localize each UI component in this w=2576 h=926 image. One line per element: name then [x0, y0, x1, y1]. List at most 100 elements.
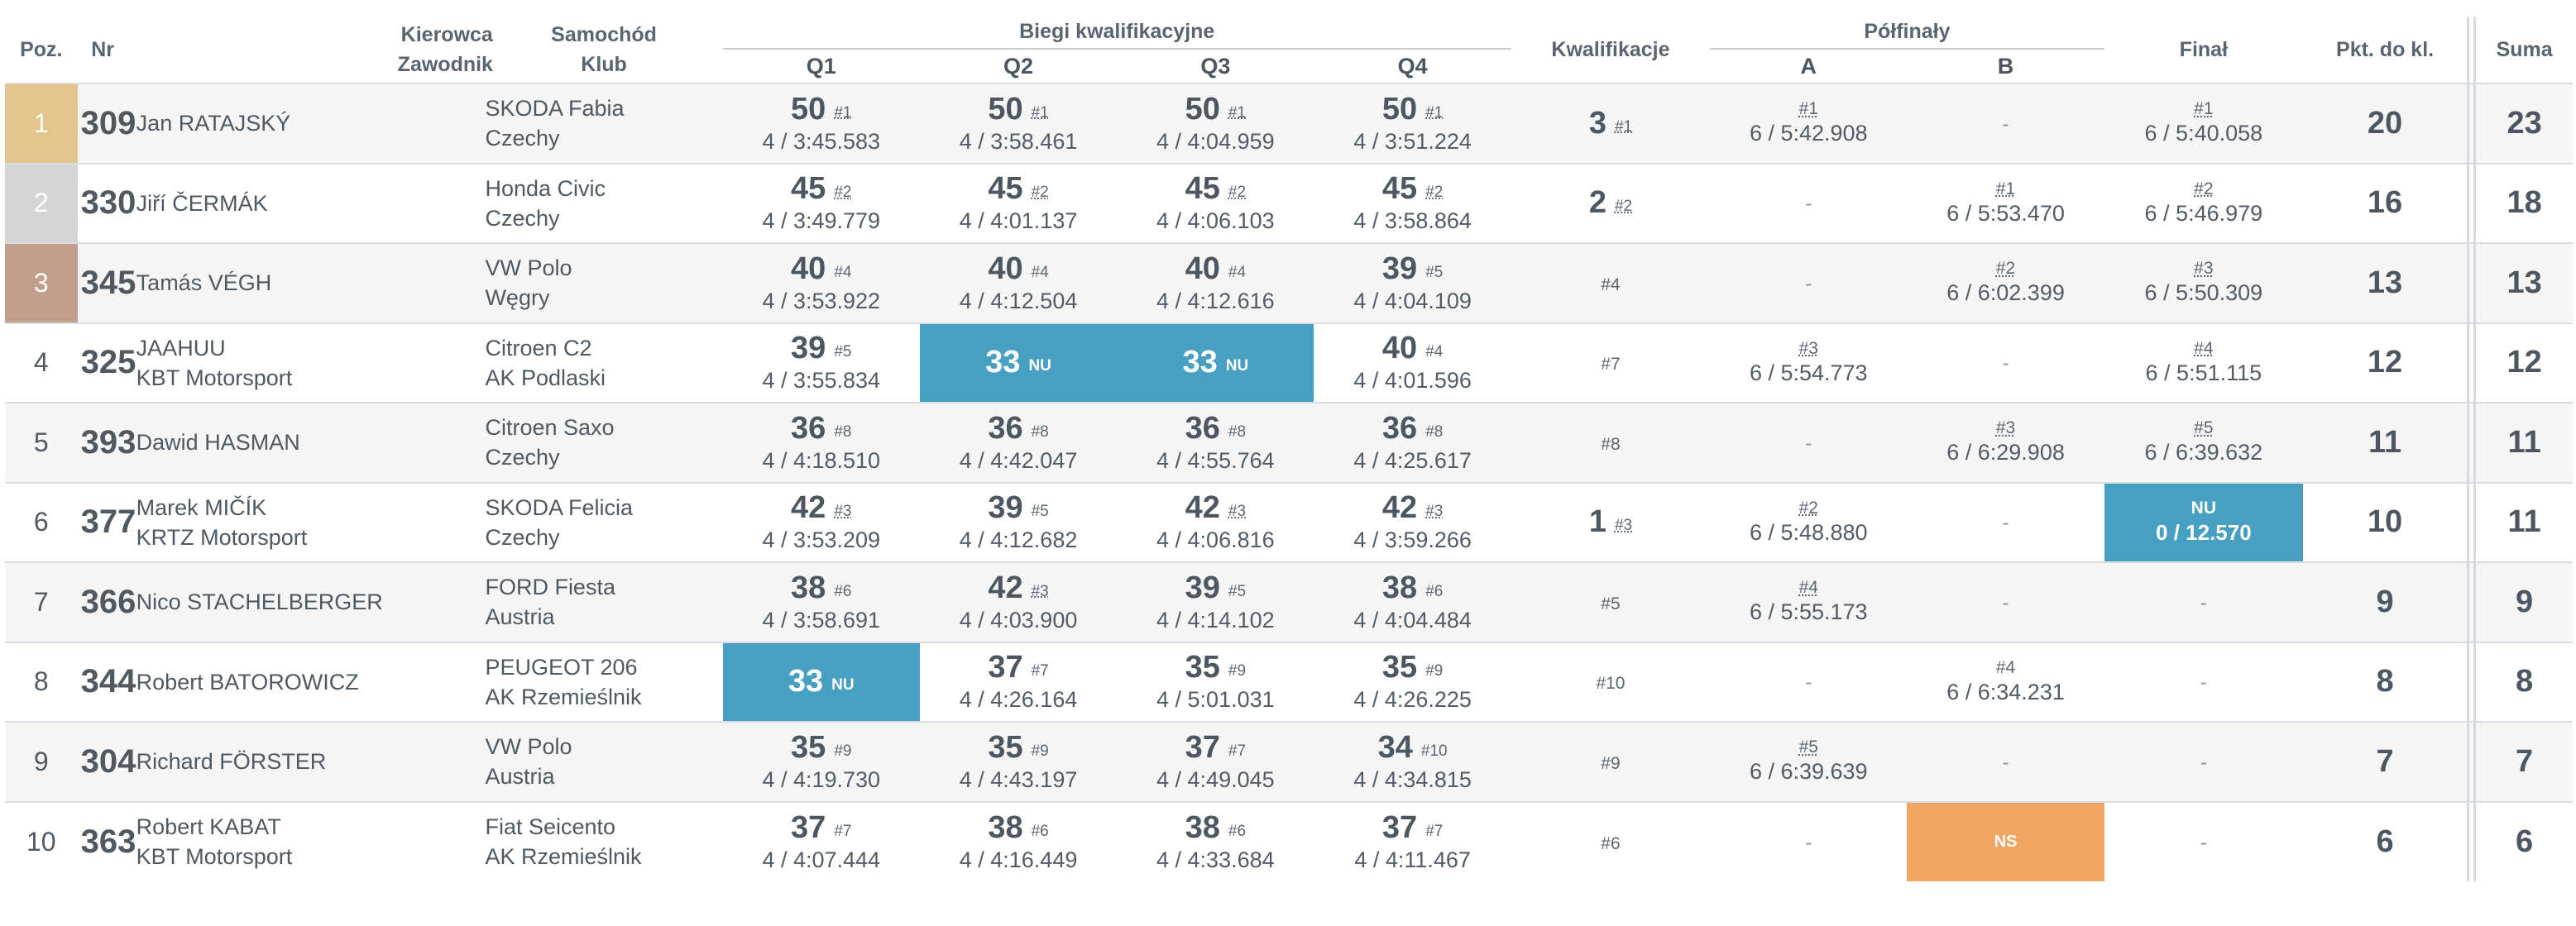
heat-rank: #1	[1031, 103, 1049, 122]
heat-result: 50 #1	[920, 92, 1117, 127]
table-row[interactable]: 9 304 Richard FÖRSTER VW Polo Austria 35 #9 4 /…	[5, 721, 2573, 802]
driver-name[interactable]: Richard FÖRSTER	[136, 749, 327, 775]
empty-dash: -	[2200, 671, 2207, 694]
heat-result: 38 #6	[1117, 810, 1314, 846]
header-q1[interactable]: Q1	[722, 48, 920, 84]
heat-result: 34 #10	[1314, 730, 1511, 766]
table-row[interactable]: 7 366 Nico STACHELBERGER FORD Fiesta Austria…	[5, 561, 2573, 642]
semifinal-b-cell: -	[1907, 83, 2104, 164]
header-car[interactable]: Samochód Klub	[485, 17, 722, 84]
car-cell: SKODA Felicia Czechy	[485, 481, 723, 562]
header-final[interactable]: Finał	[2179, 38, 2229, 61]
heat-rank: #8	[1228, 422, 1247, 441]
table-row[interactable]: 1 309 Jan RATAJSKÝ SKODA Fabia Czechy 50 #1 4 /…	[5, 83, 2573, 164]
driver-name[interactable]: Nico STACHELBERGER	[136, 589, 383, 615]
heat-q4-cell: 42 #3 4 / 3:59.266	[1314, 481, 1511, 562]
driver-name[interactable]: Dawid HASMAN	[136, 430, 300, 456]
semifinal-time: 6 / 6:34.231	[1946, 679, 2065, 704]
semifinal-a-cell: #3 6 / 5:54.773	[1710, 322, 1908, 403]
driver-team: KBT Motorsport	[136, 365, 293, 390]
table-row[interactable]: 3 345 Tamás VÉGH VW Polo Węgry 40 #4 4 / 3:53.9…	[5, 242, 2573, 323]
heat-points: 35	[988, 729, 1023, 765]
heat-time: 4 / 3:53.209	[762, 527, 881, 553]
sum-cell: 9	[2474, 561, 2573, 642]
driver-cell[interactable]: Robert BATOROWICZ	[127, 641, 486, 722]
driver-cell[interactable]: Tamás VÉGH	[127, 242, 486, 323]
header-driver[interactable]: Kierowca Zawodnik	[128, 17, 493, 84]
heat-time: 4 / 4:06.816	[1156, 527, 1275, 553]
heat-time: 4 / 4:04.959	[1156, 128, 1275, 154]
driver-name[interactable]: JAAHUU	[136, 335, 226, 360]
car-model: FORD Fiesta	[485, 575, 615, 600]
final-cell: -	[2104, 800, 2304, 881]
heat-time: 4 / 3:55.834	[762, 368, 881, 394]
column-divider	[2467, 83, 2477, 164]
driver-name[interactable]: Robert KABAT	[136, 814, 281, 840]
header-q4[interactable]: Q4	[1314, 48, 1511, 84]
table-row[interactable]: 10 363 Robert KABAT KBT Motorsport Fiat Seic…	[5, 800, 2573, 881]
heat-time: 4 / 4:34.815	[1353, 766, 1472, 792]
header-qualification[interactable]: Kwalifikacje	[1551, 38, 1670, 61]
header-points-to-class[interactable]: Pkt. do kl.	[2336, 38, 2435, 61]
semifinal-a-cell: #1 6 / 5:42.908	[1710, 83, 1908, 164]
table-row[interactable]: 6 377 Marek MIČÍK KRTZ Motorsport SKODA Feli…	[5, 481, 2573, 562]
driver-cell[interactable]: Robert KABAT KBT Motorsport	[127, 800, 486, 881]
heat-rank: #8	[834, 422, 852, 441]
driver-name[interactable]: Jiří ČERMÁK	[136, 190, 268, 216]
header-sum[interactable]: Suma	[2496, 38, 2553, 61]
heat-q3-cell: 36 #8 4 / 4:55.764	[1117, 402, 1314, 483]
driver-cell[interactable]: Jiří ČERMÁK	[127, 162, 486, 243]
heat-q2-cell: 42 #3 4 / 4:03.900	[919, 561, 1118, 642]
points-to-class-cell: 10	[2303, 481, 2468, 562]
heat-rank: #5	[834, 343, 852, 361]
table-row[interactable]: 5 393 Dawid HASMAN Citroen Saxo Czechy 36 #8 4 …	[5, 402, 2573, 483]
driver-name[interactable]: Robert BATOROWICZ	[136, 669, 359, 694]
header-poz[interactable]: Poz.	[20, 38, 63, 61]
driver-cell[interactable]: Nico STACHELBERGER	[127, 561, 486, 642]
header-nr[interactable]: Nr	[91, 38, 115, 61]
heat-time: 4 / 4:43.197	[959, 766, 1078, 792]
driver-cell[interactable]: Richard FÖRSTER	[127, 721, 486, 802]
heat-time: 4 / 4:25.617	[1353, 447, 1472, 473]
heat-points: 45	[988, 171, 1023, 207]
driver-cell[interactable]: Jan RATAJSKÝ	[127, 83, 486, 164]
heat-time: 4 / 4:49.045	[1156, 766, 1275, 792]
table-row[interactable]: 8 344 Robert BATOROWICZ PEUGEOT 206 AK Rzemi…	[5, 641, 2573, 722]
heat-rank: #1	[834, 103, 852, 122]
car-model: Fiat Seicento	[485, 814, 616, 840]
driver-cell[interactable]: Marek MIČÍK KRTZ Motorsport	[127, 481, 486, 562]
table-row[interactable]: 4 325 JAAHUU KBT Motorsport Citroen C2 AK Pod…	[5, 322, 2573, 403]
semifinal-a-cell: -	[1710, 162, 1908, 243]
header-q3[interactable]: Q3	[1117, 48, 1314, 84]
driver-name[interactable]: Tamás VÉGH	[136, 270, 272, 296]
qualification-rank: #3	[1614, 517, 1633, 535]
heat-result: 38 #6	[1314, 570, 1511, 606]
final-time: 6 / 5:51.115	[2145, 360, 2262, 385]
car-cell: SKODA Fabia Czechy	[485, 83, 723, 164]
car-club: Czechy	[485, 205, 560, 231]
driver-cell[interactable]: JAAHUU KBT Motorsport	[127, 322, 486, 403]
driver-name[interactable]: Jan RATAJSKÝ	[136, 111, 291, 136]
position-cell: 2	[5, 162, 78, 243]
final-cell: #3 6 / 5:50.309	[2104, 242, 2304, 323]
header-q2[interactable]: Q2	[919, 48, 1118, 84]
heat-points: 45	[791, 171, 826, 207]
semifinal-b-cell: -	[1907, 322, 2104, 403]
semifinal-a-cell: #4 6 / 5:55.173	[1710, 561, 1908, 642]
driver-team: KBT Motorsport	[136, 844, 293, 870]
heat-result: 39 #5	[723, 331, 920, 366]
semifinal-rank: #4	[1995, 657, 2016, 677]
heat-rank: #7	[1031, 662, 1049, 680]
heat-points: 45	[1185, 171, 1220, 207]
driver-cell[interactable]: Dawid HASMAN	[127, 402, 486, 483]
heat-result: 35 #9	[1117, 650, 1314, 685]
driver-name[interactable]: Marek MIČÍK	[136, 494, 267, 520]
heat-q3-cell: 42 #3 4 / 4:06.816	[1117, 481, 1314, 562]
sum-cell: 18	[2474, 162, 2573, 243]
start-number-cell: 366	[77, 561, 136, 642]
header-semi-a[interactable]: A	[1710, 48, 1908, 84]
table-row[interactable]: 2 330 Jiří ČERMÁK Honda Civic Czechy 45 #2 4 / …	[5, 162, 2573, 243]
heat-result: 38 #6	[920, 810, 1117, 846]
header-semi-b[interactable]: B	[1907, 48, 2104, 84]
heat-rank: #6	[1228, 822, 1247, 840]
